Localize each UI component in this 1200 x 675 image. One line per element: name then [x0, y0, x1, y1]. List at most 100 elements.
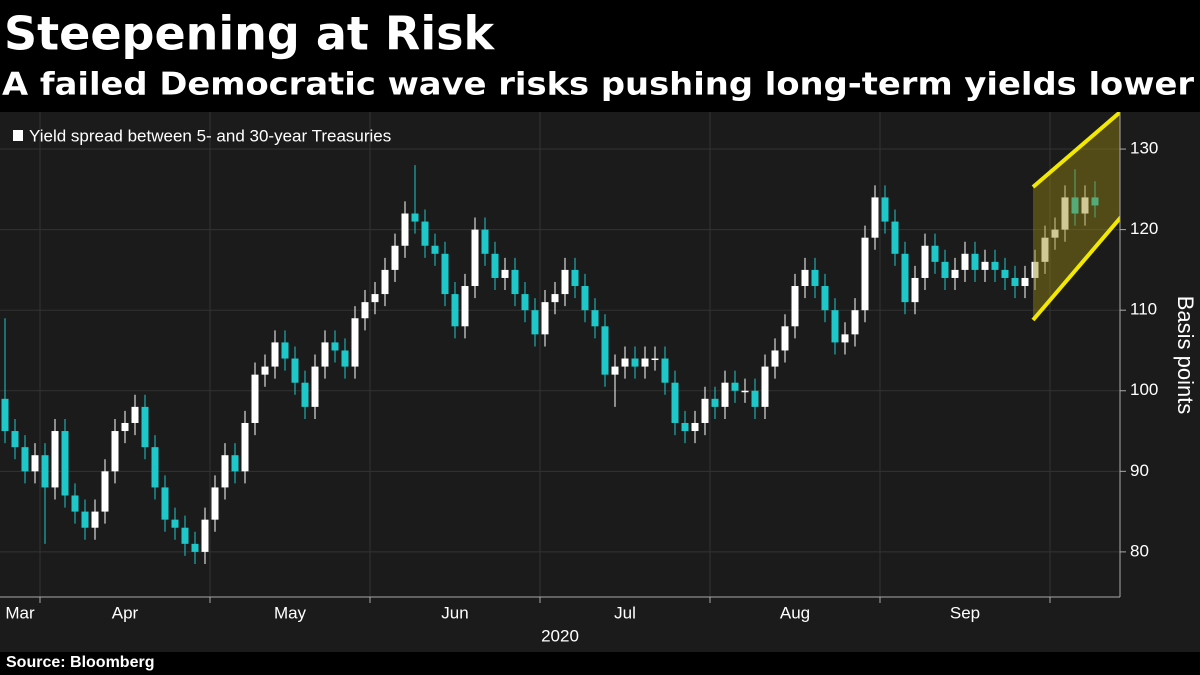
candle-body [141, 406, 149, 448]
candle-body [381, 269, 389, 295]
candle-body [11, 431, 19, 448]
candle-body [261, 366, 269, 375]
candle-body [451, 294, 459, 327]
y-tick-label: 120 [1130, 219, 1158, 238]
x-axis-label: 2020 [541, 626, 579, 645]
x-tick-label: Mar [5, 603, 35, 622]
candle-body [761, 366, 769, 407]
candle-body [21, 447, 29, 472]
candle-body [311, 366, 319, 407]
candle-body [721, 382, 729, 407]
candle-body [591, 310, 599, 327]
candle-body [171, 519, 179, 528]
candle-body [691, 422, 699, 432]
candle-body [1, 398, 9, 432]
candle-body [661, 358, 669, 383]
candle-body [81, 511, 89, 528]
legend-label: Yield spread between 5- and 30-year Trea… [29, 126, 391, 145]
candle-body [461, 286, 469, 327]
candle-body [971, 253, 979, 270]
candle-body [1021, 277, 1029, 287]
candle-body [401, 213, 409, 246]
candle-body [561, 269, 569, 295]
candle-body [731, 382, 739, 391]
candle-body [201, 519, 209, 552]
candle-body [1071, 197, 1079, 214]
candle-body [391, 245, 399, 270]
candle-body [521, 294, 529, 311]
candle-body [271, 342, 279, 367]
candle-body [321, 342, 329, 367]
channel-fill [1033, 112, 1120, 320]
candle-body [31, 455, 39, 472]
candle-body [531, 310, 539, 335]
candle-body [511, 269, 519, 295]
candle-body [331, 342, 339, 351]
y-axis-label: Basis points [1173, 296, 1198, 415]
channel [1031, 112, 1120, 322]
candle-body [841, 334, 849, 343]
x-tick-label: May [274, 603, 307, 622]
candle-body [711, 398, 719, 407]
candle-body [951, 269, 959, 278]
candle-body [811, 269, 819, 287]
candle-body [541, 302, 549, 335]
y-tick-label: 90 [1130, 461, 1149, 480]
x-tick-label: Apr [112, 603, 139, 622]
x-tick-label: Jul [614, 603, 636, 622]
x-tick-label: Jun [441, 603, 468, 622]
candle-body [611, 366, 619, 375]
source: Source: Bloomberg [6, 654, 154, 671]
candle-body [471, 229, 479, 287]
candle-body [431, 245, 439, 254]
chart-subtitle: A failed Democratic wave risks pushing l… [2, 67, 1195, 103]
candle-body [791, 286, 799, 327]
candle-body [341, 350, 349, 367]
candle-body [1091, 197, 1099, 206]
plot-background [0, 112, 1200, 652]
candle-body [651, 358, 659, 361]
candle-body [441, 253, 449, 295]
candle-body [51, 431, 59, 488]
candle-body [1081, 197, 1089, 214]
candle-body [911, 277, 919, 303]
candle-body [981, 261, 989, 270]
candle-body [941, 261, 949, 278]
candle-body [161, 487, 169, 520]
candle-body [281, 342, 289, 359]
x-tick-label: Sep [950, 603, 980, 622]
y-tick-label: 130 [1130, 139, 1158, 158]
candle-body [1051, 229, 1059, 238]
candle-body [351, 318, 359, 367]
candle-body [371, 294, 379, 303]
candle-body [801, 269, 809, 287]
candle-body [61, 431, 69, 496]
candle-body [71, 495, 79, 512]
candle-body [121, 422, 129, 432]
channel-upper [1031, 112, 1120, 189]
candle-body [131, 406, 139, 423]
candle-body [631, 358, 639, 367]
candle-body [821, 286, 829, 311]
candle-body [291, 358, 299, 383]
channel-lower [1031, 215, 1120, 322]
candle-body [191, 543, 199, 552]
candle-body [241, 422, 249, 472]
candle-body [641, 358, 649, 367]
candle-body [411, 213, 419, 222]
candle-body [881, 197, 889, 222]
candle-body [861, 237, 869, 311]
candle-body [41, 455, 49, 488]
candle-body [871, 197, 879, 238]
chart-title: Steepening at Risk [4, 7, 495, 61]
candle-body [91, 511, 99, 528]
candle-body [601, 326, 609, 375]
candle-body [961, 253, 969, 270]
candle-body [581, 286, 589, 311]
candle-body [701, 398, 709, 423]
candles [1, 165, 1099, 564]
candle-body [571, 269, 579, 287]
candle-body [151, 447, 159, 488]
candle-body [501, 269, 509, 278]
